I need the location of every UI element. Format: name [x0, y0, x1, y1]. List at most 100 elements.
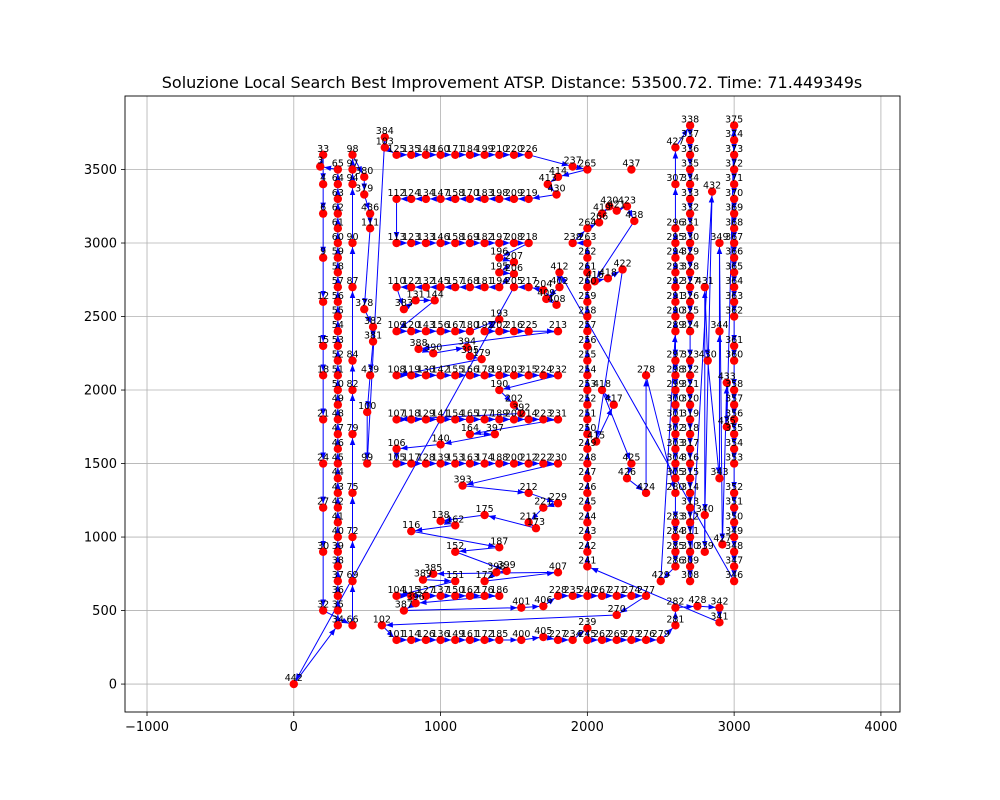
city-point — [524, 238, 533, 248]
city-point — [451, 459, 460, 468]
city-label: 294 — [666, 247, 684, 258]
city-label: 436 — [361, 203, 379, 214]
city-point — [524, 518, 533, 527]
city-label: 101 — [387, 629, 405, 640]
y-tick-label: 3500 — [84, 163, 117, 178]
city-point — [333, 341, 343, 351]
city-point — [465, 352, 475, 361]
city-label: 132 — [417, 276, 435, 287]
city-label: 378 — [355, 298, 373, 309]
city-point — [700, 282, 709, 292]
tour-edge — [400, 443, 441, 451]
city-label: 87 — [346, 276, 358, 287]
city-label: 243 — [578, 526, 596, 537]
tour-edge — [590, 567, 720, 623]
tour-edge — [385, 614, 617, 628]
city-label: 409 — [537, 288, 555, 299]
city-label: 106 — [387, 438, 405, 449]
city-label: 267 — [593, 585, 611, 596]
city-label: 36 — [332, 585, 344, 596]
city-label: 62 — [332, 203, 344, 214]
city-point — [495, 371, 504, 380]
city-label: 51 — [332, 364, 344, 375]
city-label: 181 — [476, 276, 494, 287]
city-label: 4 — [320, 173, 326, 184]
city-point — [333, 180, 343, 189]
city-point — [333, 444, 343, 454]
city-point — [729, 165, 739, 174]
city-point — [685, 135, 695, 145]
city-point — [583, 429, 592, 439]
city-point — [392, 327, 401, 336]
city-point — [553, 635, 563, 645]
city-label: 238 — [564, 232, 582, 243]
city-label: 311 — [681, 526, 699, 537]
city-label: 321 — [681, 379, 699, 390]
city-label: 210 — [490, 144, 508, 155]
tour-edge — [415, 524, 456, 533]
city-point — [729, 180, 739, 189]
city-point — [583, 282, 592, 292]
city-point — [462, 343, 472, 352]
city-label: 170 — [461, 188, 479, 199]
city-point — [553, 459, 563, 468]
city-label: 317 — [681, 438, 699, 449]
city-label: 361 — [725, 335, 743, 346]
city-point — [539, 285, 548, 295]
city-point — [509, 269, 519, 279]
city-label: 349 — [710, 232, 728, 243]
city-label: 223 — [534, 408, 552, 419]
city-label: 348 — [725, 541, 743, 552]
city-label: 254 — [578, 364, 596, 375]
city-label: 264 — [578, 217, 596, 228]
city-point — [568, 635, 577, 645]
city-point — [318, 180, 328, 189]
city-label: 114 — [402, 629, 420, 640]
city-label: 353 — [725, 453, 743, 464]
city-point — [480, 415, 489, 424]
city-label: 429 — [652, 570, 670, 581]
city-label: 145 — [432, 276, 450, 287]
city-point — [729, 297, 739, 307]
tour-edge — [561, 275, 735, 582]
city-point — [603, 274, 613, 283]
city-point — [729, 429, 739, 439]
city-point — [583, 312, 592, 321]
city-label: 435 — [718, 416, 736, 427]
city-label: 248 — [578, 453, 596, 464]
city-point — [555, 268, 564, 277]
city-point — [333, 253, 343, 262]
city-point — [480, 327, 489, 336]
city-point — [722, 422, 731, 431]
city-point — [480, 591, 489, 601]
city-label: 142 — [432, 364, 450, 375]
city-label: 339 — [696, 541, 714, 552]
city-label: 331 — [681, 217, 699, 228]
city-label: 342 — [710, 597, 728, 608]
city-label: 437 — [622, 159, 640, 170]
city-label: 108 — [387, 364, 405, 375]
city-label: 427 — [713, 533, 731, 544]
city-label: 292 — [666, 276, 684, 287]
city-point — [597, 591, 607, 601]
city-point — [524, 150, 533, 160]
city-label: 57 — [332, 276, 344, 287]
city-point — [421, 238, 431, 248]
city-point — [671, 371, 680, 380]
city-label: 393 — [454, 475, 472, 486]
city-point — [418, 575, 428, 584]
city-point — [348, 429, 357, 439]
city-point — [436, 635, 445, 645]
city-point — [436, 415, 445, 424]
city-label: 215 — [520, 364, 538, 375]
city-label: 211 — [520, 511, 538, 522]
city-point — [451, 635, 460, 645]
city-label: 193 — [490, 308, 508, 319]
city-label: 208 — [505, 232, 523, 243]
city-point — [583, 518, 592, 527]
city-point — [729, 459, 739, 468]
city-label: 137 — [432, 585, 450, 596]
city-point — [365, 371, 375, 380]
city-label: 213 — [549, 320, 567, 331]
